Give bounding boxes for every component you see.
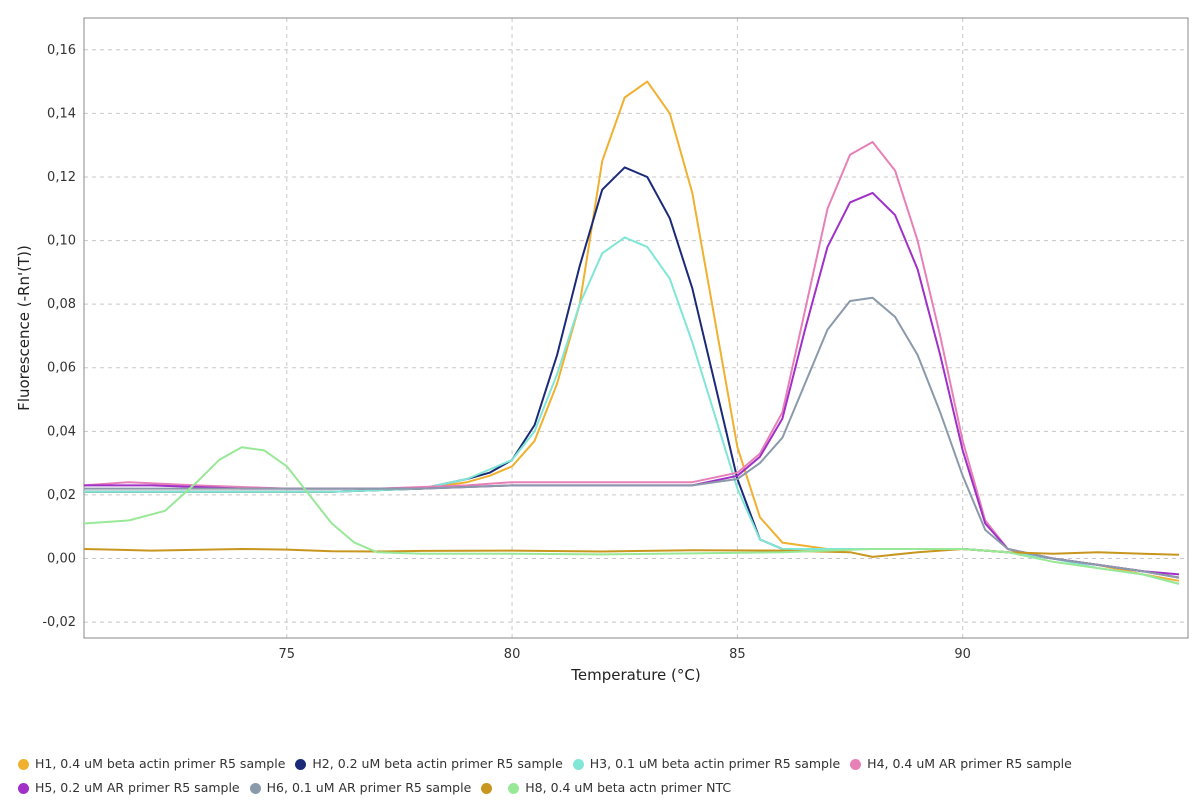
y-tick-label: 0,04: [47, 424, 76, 439]
legend-swatch: [481, 782, 493, 794]
legend-label: H1, 0.4 uM beta actin primer R5 sample: [35, 756, 286, 771]
y-tick-label: 0,02: [47, 488, 76, 503]
y-tick-label: 0,12: [47, 170, 76, 185]
legend-swatch: [18, 782, 29, 794]
legend-item: H5, 0.2 uM AR primer R5 sample: [18, 776, 240, 800]
x-tick-label: 90: [954, 647, 971, 662]
legend-row: H5, 0.2 uM AR primer R5 sample H6, 0.1 uM…: [18, 776, 1193, 800]
legend-swatch: [18, 758, 29, 770]
y-tick-label: 0,16: [47, 43, 76, 58]
legend-item: [481, 782, 498, 794]
y-tick-label: 0,10: [47, 234, 76, 249]
legend-row: H1, 0.4 uM beta actin primer R5 sample H2…: [18, 752, 1193, 776]
series-lines: [83, 80, 1180, 585]
y-tick-label: -0,02: [42, 615, 76, 630]
series-line-2: [84, 166, 1180, 579]
legend-label: H6, 0.1 uM AR primer R5 sample: [266, 780, 472, 795]
legend-item: H6, 0.1 uM AR primer R5 sample: [249, 776, 472, 800]
series-line-5: [84, 191, 1180, 576]
series-line-4: [83, 141, 1180, 579]
series-line-6: [84, 296, 1180, 579]
y-axis-ticks: -0,02 0,00 0,02 0,04 0,06 0,08 0,10 0,12 0,14 0,1…: [42, 43, 76, 630]
x-axis-ticks: 75 80 85 90: [279, 647, 971, 662]
legend-label: H4, 0.4 uM AR primer R5 sample: [867, 756, 1072, 771]
plot-frame: [83, 17, 1189, 639]
y-tick-label: 0,14: [47, 106, 76, 121]
y-axis-label: Fluorescence (-Rn'(T)): [15, 245, 33, 411]
legend-swatch: [295, 758, 307, 770]
melt-curve-chart: -0,02 0,00 0,02 0,04 0,06 0,08 0,10 0,12 0,14 0,1…: [15, 17, 1189, 684]
x-tick-label: 75: [279, 647, 296, 662]
series-line-7: [83, 548, 1180, 558]
legend-item: H4, 0.4 uM AR primer R5 sample: [850, 752, 1072, 776]
x-tick-label: 85: [729, 647, 746, 662]
legend-item: H3, 0.1 uM beta actin primer R5 sample: [572, 752, 841, 776]
y-tick-label: 0,08: [47, 297, 76, 312]
chart-legend: H1, 0.4 uM beta actin primer R5 sample H2…: [18, 752, 1193, 800]
legend-swatch: [850, 758, 862, 770]
x-axis-label: Temperature (°C): [570, 666, 700, 684]
y-tick-label: 0,00: [47, 552, 76, 567]
series-line-3: [84, 236, 1180, 585]
legend-swatch: [249, 782, 261, 794]
y-tick-label: 0,06: [47, 361, 76, 376]
legend-label: H8, 0.4 uM beta actn primer NTC: [525, 780, 732, 795]
legend-swatch: [572, 758, 584, 770]
legend-swatch: [508, 782, 520, 794]
series-line-8: [83, 446, 1180, 585]
legend-item: H2, 0.2 uM beta actin primer R5 sample: [295, 752, 563, 776]
grid-lines: [84, 18, 1188, 638]
legend-item: H8, 0.4 uM beta actn primer NTC: [508, 776, 731, 800]
legend-label: H5, 0.2 uM AR primer R5 sample: [35, 780, 240, 795]
series-line-1: [84, 80, 1180, 582]
legend-label: H3, 0.1 uM beta actin primer R5 sample: [589, 756, 841, 771]
legend-label: H2, 0.2 uM beta actin primer R5 sample: [312, 756, 563, 771]
x-tick-label: 80: [504, 647, 521, 662]
legend-item: H1, 0.4 uM beta actin primer R5 sample: [18, 752, 285, 776]
